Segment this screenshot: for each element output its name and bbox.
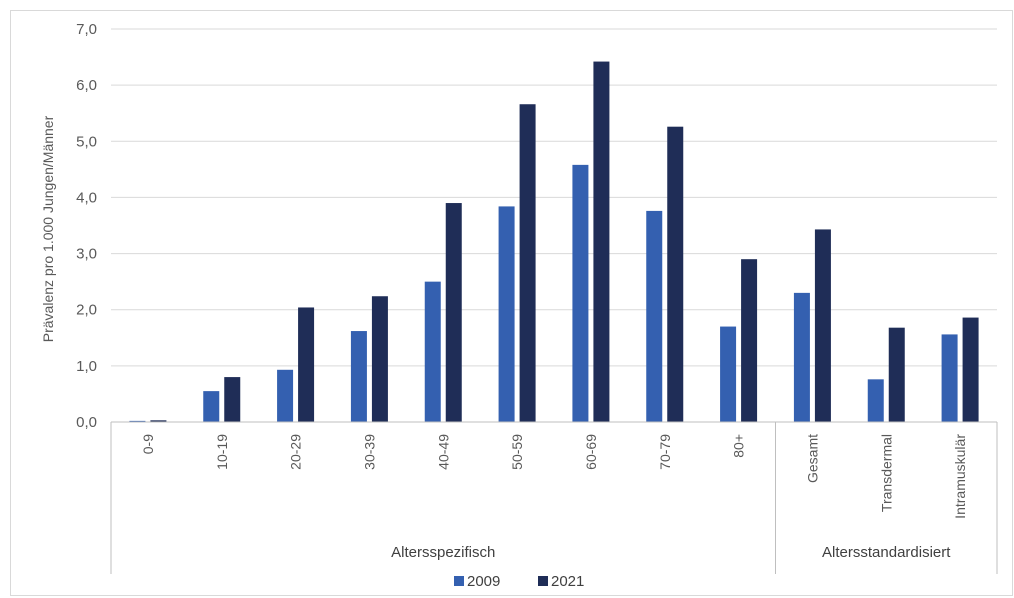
bar-2009-20-29 [277, 369, 294, 422]
y-tick-label: 4,0 [76, 189, 97, 206]
legend: 2009 2021 [454, 573, 584, 590]
bar-2009-Gesamt [793, 292, 810, 422]
y-tick-label: 3,0 [76, 246, 97, 263]
y-tick-label: 2,0 [76, 302, 97, 319]
x-tick-label: 0-9 [140, 434, 156, 454]
x-tick-label: Intramuskulär [952, 434, 968, 519]
x-axis [110, 421, 998, 574]
x-tick-label: 10-19 [214, 434, 230, 470]
x-tick-label: 50-59 [509, 434, 525, 470]
y-tick-label: 5,0 [76, 133, 97, 150]
bar-2009-60-69 [572, 164, 589, 422]
bar-2009-0-9 [129, 420, 146, 422]
bar-2021-40-49 [445, 203, 462, 422]
bar-2009-30-39 [350, 331, 367, 422]
bar-2009-10-19 [203, 391, 220, 422]
y-tick-label: 6,0 [76, 77, 97, 94]
x-group-label: Altersstandardisiert [822, 544, 951, 561]
bar-2009-Transdermal [867, 379, 884, 422]
x-axis-groups: Altersspezifisch Altersstandardisiert [391, 544, 951, 561]
bar-2009-80+ [720, 326, 737, 422]
y-tick-label: 1,0 [76, 358, 97, 375]
legend-label-2009: 2009 [467, 573, 500, 590]
bar-2009-70-79 [646, 210, 663, 422]
x-tick-label: Gesamt [804, 434, 820, 483]
x-tick-label: 40-49 [435, 434, 451, 470]
bars [129, 61, 979, 422]
bar-2021-70-79 [667, 126, 684, 422]
legend-swatch-2021 [538, 576, 548, 586]
gridlines [111, 28, 997, 423]
bar-2021-60-69 [593, 61, 610, 422]
x-tick-label: 80+ [731, 434, 747, 458]
x-group-label: Altersspezifisch [391, 544, 495, 561]
bar-2021-30-39 [371, 296, 388, 422]
chart-frame: 0,0 1,0 2,0 3,0 4,0 5,0 6,0 7,0 0-9 10-19 20-29 30… [10, 10, 1013, 596]
x-tick-label: 30-39 [361, 434, 377, 470]
bar-2021-Transdermal [888, 327, 905, 422]
x-tick-label: 20-29 [288, 434, 304, 470]
y-axis-label: Prävalenz pro 1.000 Jungen/Männer [40, 115, 56, 342]
y-tick-label: 0,0 [76, 414, 97, 431]
bar-2009-40-49 [424, 281, 441, 422]
legend-label-2021: 2021 [551, 573, 584, 590]
bar-2021-10-19 [224, 377, 241, 422]
y-axis-ticks: 0,0 1,0 2,0 3,0 4,0 5,0 6,0 7,0 [76, 21, 97, 431]
bar-2021-80+ [741, 259, 758, 422]
bar-2021-50-59 [519, 104, 536, 422]
bar-2021-Gesamt [814, 229, 831, 422]
bar-2009-50-59 [498, 206, 515, 422]
bar-2021-Intramuskulär [962, 317, 979, 422]
bar-2021-0-9 [150, 420, 167, 422]
bar-2009-Intramuskulär [941, 334, 958, 422]
bar-chart: 0,0 1,0 2,0 3,0 4,0 5,0 6,0 7,0 0-9 10-19 20-29 30… [40, 21, 998, 590]
x-tick-label: Transdermal [878, 434, 894, 512]
bar-2021-20-29 [298, 307, 315, 422]
legend-swatch-2009 [454, 576, 464, 586]
x-axis-ticks: 0-9 10-19 20-29 30-39 40-49 50-59 60-69 70-79 80… [140, 434, 968, 519]
x-tick-label: 70-79 [657, 434, 673, 470]
x-tick-label: 60-69 [583, 434, 599, 470]
y-tick-label: 7,0 [76, 21, 97, 38]
